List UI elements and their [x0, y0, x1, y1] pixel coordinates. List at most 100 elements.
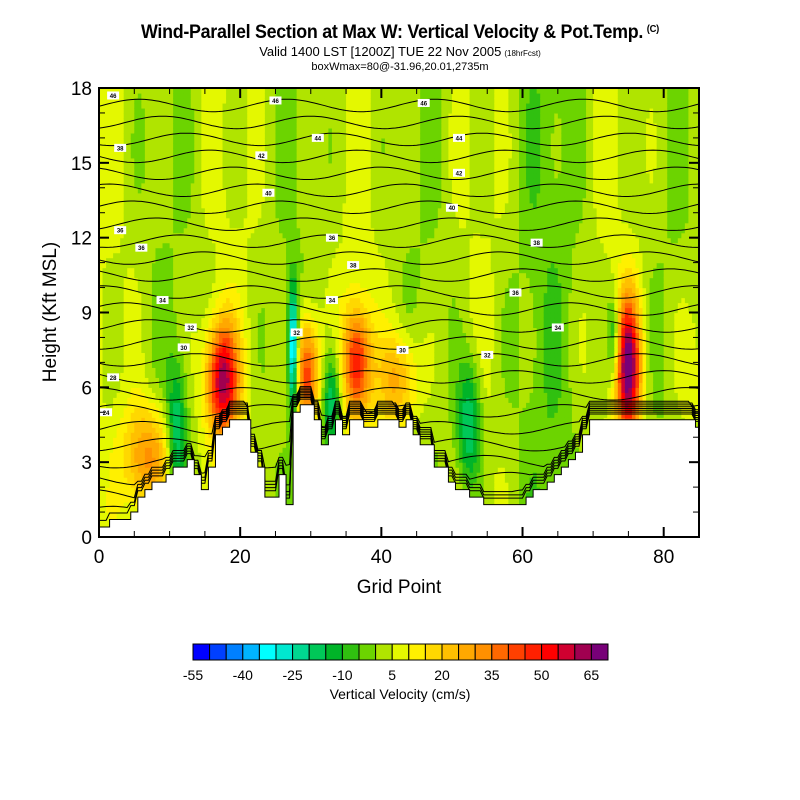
field-cell — [169, 317, 174, 324]
field-cell — [243, 177, 248, 184]
field-cell — [201, 437, 206, 443]
field-cell — [201, 432, 206, 438]
field-cell — [289, 482, 294, 488]
field-cell — [264, 122, 270, 129]
field-cell — [137, 442, 142, 448]
field-cell — [190, 332, 195, 339]
field-cell — [279, 247, 284, 254]
field-cell — [286, 407, 291, 413]
field-cell — [155, 237, 160, 244]
field-cell — [240, 217, 245, 224]
field-cell — [208, 287, 213, 294]
field-cell — [222, 397, 227, 403]
field-cell — [211, 342, 217, 349]
field-cell — [183, 397, 188, 403]
field-cell — [169, 227, 174, 234]
field-cell — [109, 217, 114, 224]
field-cell — [243, 157, 248, 164]
field-cell — [106, 352, 111, 358]
field-cell — [215, 112, 220, 119]
field-cell — [123, 187, 128, 194]
field-cell — [162, 252, 167, 259]
field-cell — [169, 327, 174, 334]
field-cell — [141, 312, 146, 319]
field-cell — [282, 327, 287, 334]
field-cell — [197, 152, 202, 159]
field-cell — [169, 102, 174, 109]
field-cell — [127, 417, 132, 423]
field-cell — [194, 132, 199, 139]
field-cell — [187, 177, 192, 184]
field-cell — [222, 132, 227, 139]
field-cell — [211, 177, 217, 184]
field-cell — [183, 312, 188, 319]
field-cell — [208, 262, 213, 269]
field-cell — [102, 397, 107, 403]
field-cell — [211, 157, 217, 164]
field-cell — [148, 182, 153, 189]
field-cell — [113, 412, 118, 418]
field-cell — [141, 342, 146, 349]
field-cell — [123, 442, 128, 448]
field-cell — [141, 292, 146, 299]
field-cell — [169, 177, 174, 184]
field-cell — [102, 457, 107, 463]
field-cell — [275, 462, 280, 468]
field-cell — [120, 172, 125, 179]
field-cell — [219, 182, 224, 189]
field-cell — [282, 307, 287, 314]
field-cell — [247, 247, 252, 254]
field-cell — [229, 322, 234, 329]
field-cell — [271, 477, 277, 483]
field-cell — [99, 192, 104, 199]
field-cell — [264, 447, 270, 453]
field-cell — [208, 182, 213, 189]
field-cell — [120, 92, 125, 99]
field-cell — [243, 257, 248, 264]
field-cell — [201, 222, 206, 229]
field-cell — [201, 422, 206, 428]
field-cell — [120, 297, 125, 304]
field-cell — [243, 302, 248, 309]
field-cell — [99, 302, 104, 309]
field-cell — [113, 197, 118, 204]
field-cell — [204, 332, 210, 339]
field-cell — [109, 107, 114, 114]
field-cell — [197, 322, 202, 329]
field-cell — [254, 427, 259, 433]
field-cell — [236, 392, 241, 398]
field-cell — [268, 102, 273, 109]
field-cell — [109, 452, 114, 458]
field-cell — [99, 452, 104, 458]
field-cell — [190, 152, 195, 159]
field-cell — [109, 187, 114, 194]
field-cell — [123, 97, 128, 104]
field-cell — [240, 357, 245, 363]
field-cell — [286, 362, 291, 368]
field-cell — [211, 207, 217, 214]
field-cell — [201, 217, 206, 224]
field-cell — [130, 337, 135, 344]
field-cell — [219, 122, 224, 129]
field-cell — [155, 217, 160, 224]
field-cell — [113, 507, 118, 513]
field-cell — [162, 272, 167, 279]
field-cell — [289, 372, 294, 378]
field-cell — [286, 132, 291, 139]
field-cell — [144, 277, 150, 284]
field-cell — [240, 132, 245, 139]
field-cell — [254, 122, 259, 129]
field-cell — [222, 92, 227, 99]
field-cell — [282, 197, 287, 204]
field-cell — [173, 422, 178, 428]
field-cell — [222, 222, 227, 229]
field-cell — [169, 342, 174, 349]
field-cell — [268, 297, 273, 304]
field-cell — [116, 342, 121, 349]
field-cell — [236, 187, 241, 194]
field-cell — [106, 487, 111, 493]
field-cell — [190, 132, 195, 139]
field-cell — [123, 352, 128, 358]
field-cell — [130, 167, 135, 174]
field-cell — [261, 427, 266, 433]
